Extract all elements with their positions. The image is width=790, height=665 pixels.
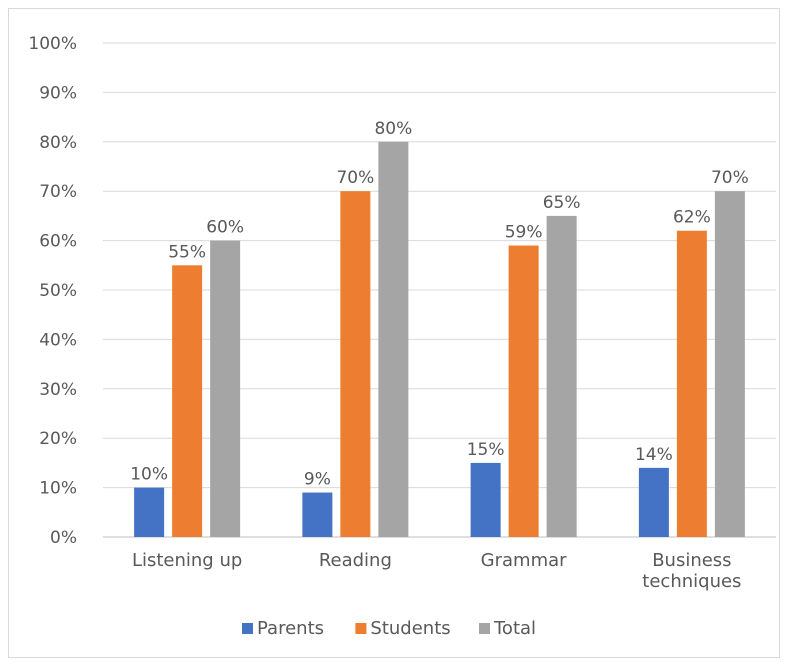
bars (134, 141, 745, 538)
legend: Parents Students Total (242, 618, 536, 639)
legend-label: Total (493, 618, 536, 639)
x-tick-label: Listening up (132, 550, 242, 571)
y-tick-label: 70% (39, 182, 77, 202)
bar-parents (134, 487, 165, 537)
y-tick-label: 50% (39, 281, 77, 301)
x-tick-label: Reading (319, 550, 392, 571)
y-axis-ticks: 0% 10% 20% 30% 40% 50% 60% 70% 80% 90% 100% (28, 34, 77, 548)
x-tick-label: Business techniques (642, 550, 741, 592)
bar-students (340, 191, 371, 537)
data-label: 60% (206, 218, 244, 238)
gridlines (103, 42, 776, 538)
y-tick-label: 0% (50, 528, 77, 548)
data-label: 10% (130, 465, 168, 485)
x-tick-label: Grammar (481, 550, 567, 571)
data-label: 62% (673, 208, 711, 228)
bar-students (676, 230, 707, 537)
data-label: 80% (374, 119, 412, 139)
y-tick-label: 40% (39, 330, 77, 350)
bar-total (378, 141, 409, 538)
y-tick-label: 100% (28, 34, 77, 54)
data-label: 65% (543, 193, 581, 213)
bar-students (508, 245, 539, 538)
legend-swatch-students (355, 623, 367, 634)
y-tick-label: 20% (39, 429, 77, 449)
legend-swatch-total (479, 623, 490, 634)
y-tick-label: 30% (39, 380, 77, 400)
legend-label: Parents (257, 618, 324, 639)
y-tick-label: 60% (39, 232, 77, 252)
y-tick-label: 80% (39, 133, 77, 153)
bar-total (546, 215, 577, 537)
y-tick-label: 10% (39, 479, 77, 499)
data-label: 14% (635, 445, 673, 465)
data-label: 9% (304, 470, 331, 490)
data-label: 59% (505, 223, 543, 243)
data-label: 55% (168, 242, 206, 262)
bar-chart: 0% 10% 20% 30% 40% 50% 60% 70% 80% 90% 100% 10% 55%… (28, 34, 776, 639)
bar-total (210, 240, 241, 537)
x-axis-ticks: Listening up Reading Grammar Business techni… (132, 550, 741, 592)
chart-frame: 0% 10% 20% 30% 40% 50% 60% 70% 80% 90% 100% 10% 55%… (8, 8, 780, 658)
bar-students (172, 265, 203, 537)
data-label: 15% (467, 440, 505, 460)
data-labels: 10%55%60%9%70%80%15%59%65%14%62%70% (130, 119, 749, 490)
bar-parents (638, 467, 669, 537)
legend-swatch-parents (242, 623, 253, 634)
bar-total (714, 191, 745, 537)
y-tick-label: 90% (39, 83, 77, 103)
legend-label: Students (370, 618, 450, 639)
bar-parents (470, 462, 501, 537)
data-label: 70% (336, 168, 374, 188)
data-label: 70% (711, 168, 749, 188)
bar-parents (302, 492, 333, 537)
